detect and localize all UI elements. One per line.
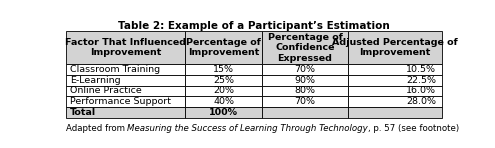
Text: Table 2: Example of a Participant’s Estimation: Table 2: Example of a Participant’s Esti…	[118, 21, 390, 31]
Bar	[347, 96, 442, 107]
Bar	[262, 31, 347, 64]
Text: 100%: 100%	[209, 108, 238, 117]
Text: 15%: 15%	[213, 65, 234, 74]
Bar	[66, 64, 185, 75]
Bar	[347, 64, 442, 75]
Bar	[185, 31, 262, 64]
Text: Classroom Training: Classroom Training	[70, 65, 160, 74]
Text: Performance Support: Performance Support	[70, 97, 171, 106]
Text: 16.0%: 16.0%	[406, 86, 436, 95]
Text: , p. 57 (see footnote): , p. 57 (see footnote)	[368, 124, 459, 133]
Text: 22.5%: 22.5%	[406, 76, 436, 85]
Bar	[185, 75, 262, 86]
Bar	[66, 96, 185, 107]
Bar	[66, 107, 185, 118]
Bar	[66, 86, 185, 96]
Text: Online Practice: Online Practice	[70, 86, 142, 95]
Text: 90%: 90%	[295, 76, 315, 85]
Text: Measuring the Success of Learning Through Technology: Measuring the Success of Learning Throug…	[127, 124, 368, 133]
Bar	[262, 75, 347, 86]
Text: 80%: 80%	[295, 86, 315, 95]
Text: 40%: 40%	[213, 97, 234, 106]
Text: 10.5%: 10.5%	[406, 65, 436, 74]
Text: 25%: 25%	[213, 76, 234, 85]
Text: Adjusted Percentage of
Improvement: Adjusted Percentage of Improvement	[332, 38, 457, 57]
Bar	[185, 86, 262, 96]
Bar	[66, 75, 185, 86]
Bar	[262, 86, 347, 96]
Text: 70%: 70%	[295, 65, 315, 74]
Text: Percentage of
Improvement: Percentage of Improvement	[186, 38, 261, 57]
Bar	[185, 107, 262, 118]
Bar	[262, 64, 347, 75]
Bar	[347, 107, 442, 118]
Bar	[347, 86, 442, 96]
Text: Factor That Influenced
Improvement: Factor That Influenced Improvement	[65, 38, 186, 57]
Bar	[185, 64, 262, 75]
Text: 70%: 70%	[295, 97, 315, 106]
Bar	[347, 31, 442, 64]
Bar	[347, 75, 442, 86]
Text: 28.0%: 28.0%	[406, 97, 436, 106]
Text: E-Learning: E-Learning	[70, 76, 121, 85]
Text: Total: Total	[70, 108, 97, 117]
Text: 20%: 20%	[213, 86, 234, 95]
Text: Percentage of
Confidence
Expressed: Percentage of Confidence Expressed	[267, 33, 343, 63]
Text: Adapted from: Adapted from	[66, 124, 127, 133]
Bar	[185, 96, 262, 107]
Bar	[66, 31, 185, 64]
Bar	[262, 107, 347, 118]
Bar	[262, 96, 347, 107]
